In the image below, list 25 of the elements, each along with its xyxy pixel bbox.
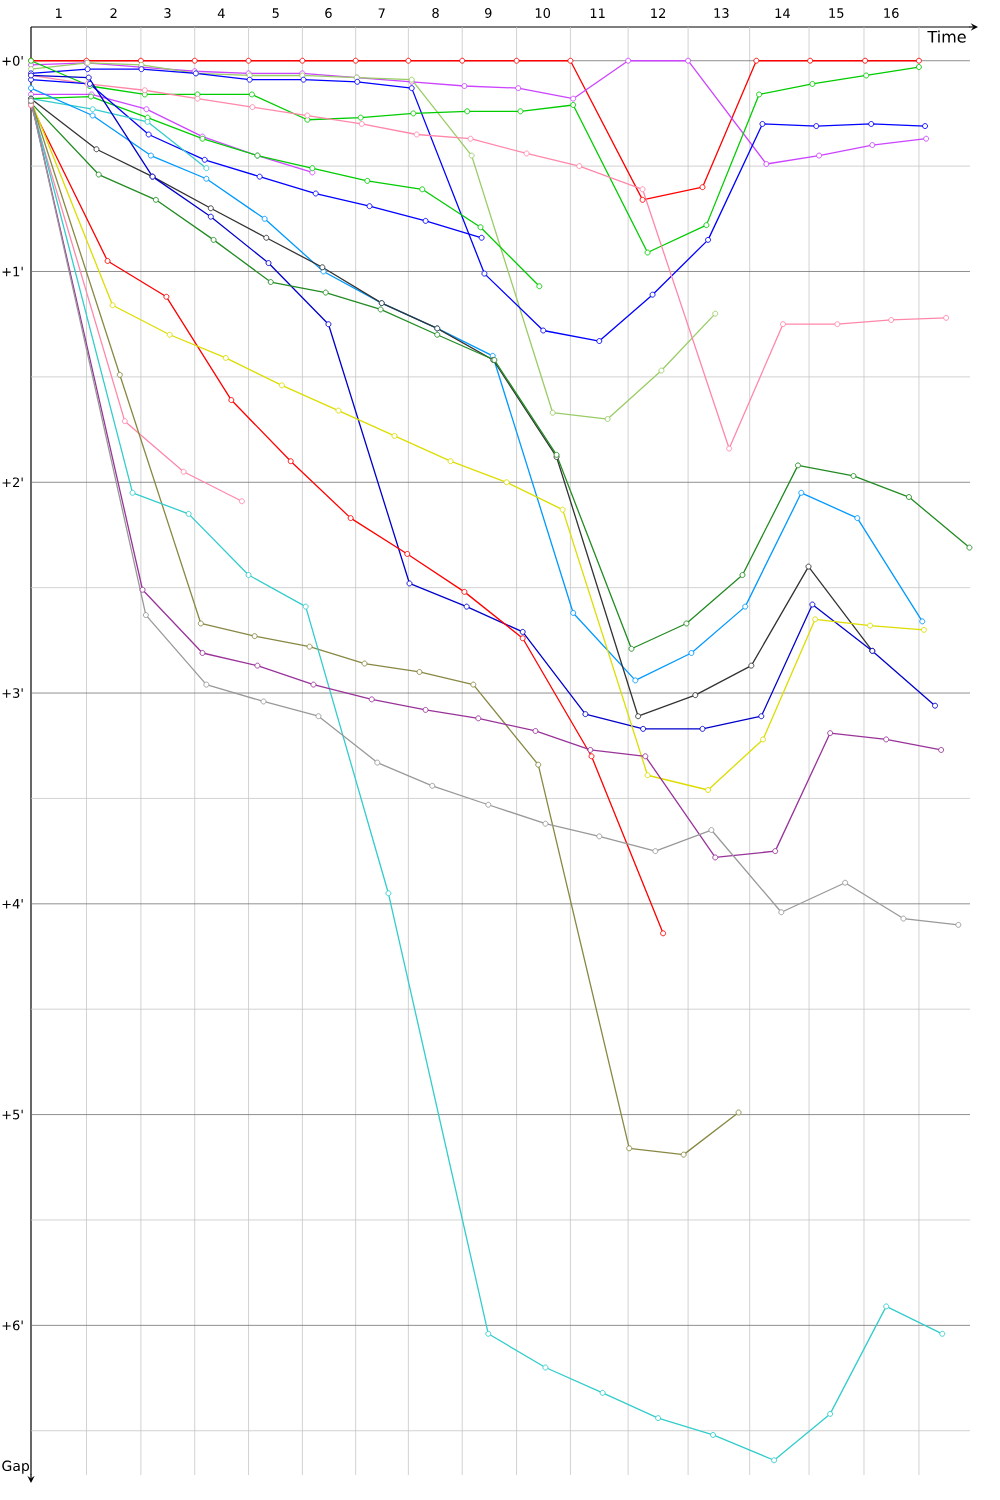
x-tick-label: 5: [272, 8, 279, 18]
x-tick-label: 9: [484, 8, 492, 18]
x-tick-label: 8: [432, 8, 439, 18]
x-tick-label: 11: [590, 8, 605, 18]
y-axis-title: Gap: [2, 1460, 30, 1474]
y-tick-label: +5': [2, 1109, 23, 1120]
y-tick-label: +4': [2, 899, 23, 909]
x-tick-label: 13: [714, 8, 729, 18]
x-tick-label: 15: [829, 8, 844, 18]
x-tick-label: 2: [110, 8, 117, 18]
x-tick-label: 6: [325, 8, 332, 18]
x-tick-label: 1: [56, 8, 62, 18]
x-tick-label: 16: [884, 8, 899, 18]
y-tick-label: +2': [2, 477, 23, 488]
y-tick-label: +0': [2, 55, 23, 66]
x-tick-label: 4: [217, 8, 225, 18]
y-tick-label: +6': [2, 1320, 23, 1331]
x-axis-title: Time: [927, 30, 966, 43]
x-tick-label: 14: [775, 8, 790, 18]
x-tick-label: 3: [164, 8, 171, 18]
y-tick-label: +3': [2, 688, 23, 698]
y-tick-label: +1': [2, 266, 23, 277]
x-tick-label: 7: [378, 8, 385, 18]
x-tick-label: 10: [535, 8, 551, 18]
x-tick-label: 12: [651, 8, 666, 18]
